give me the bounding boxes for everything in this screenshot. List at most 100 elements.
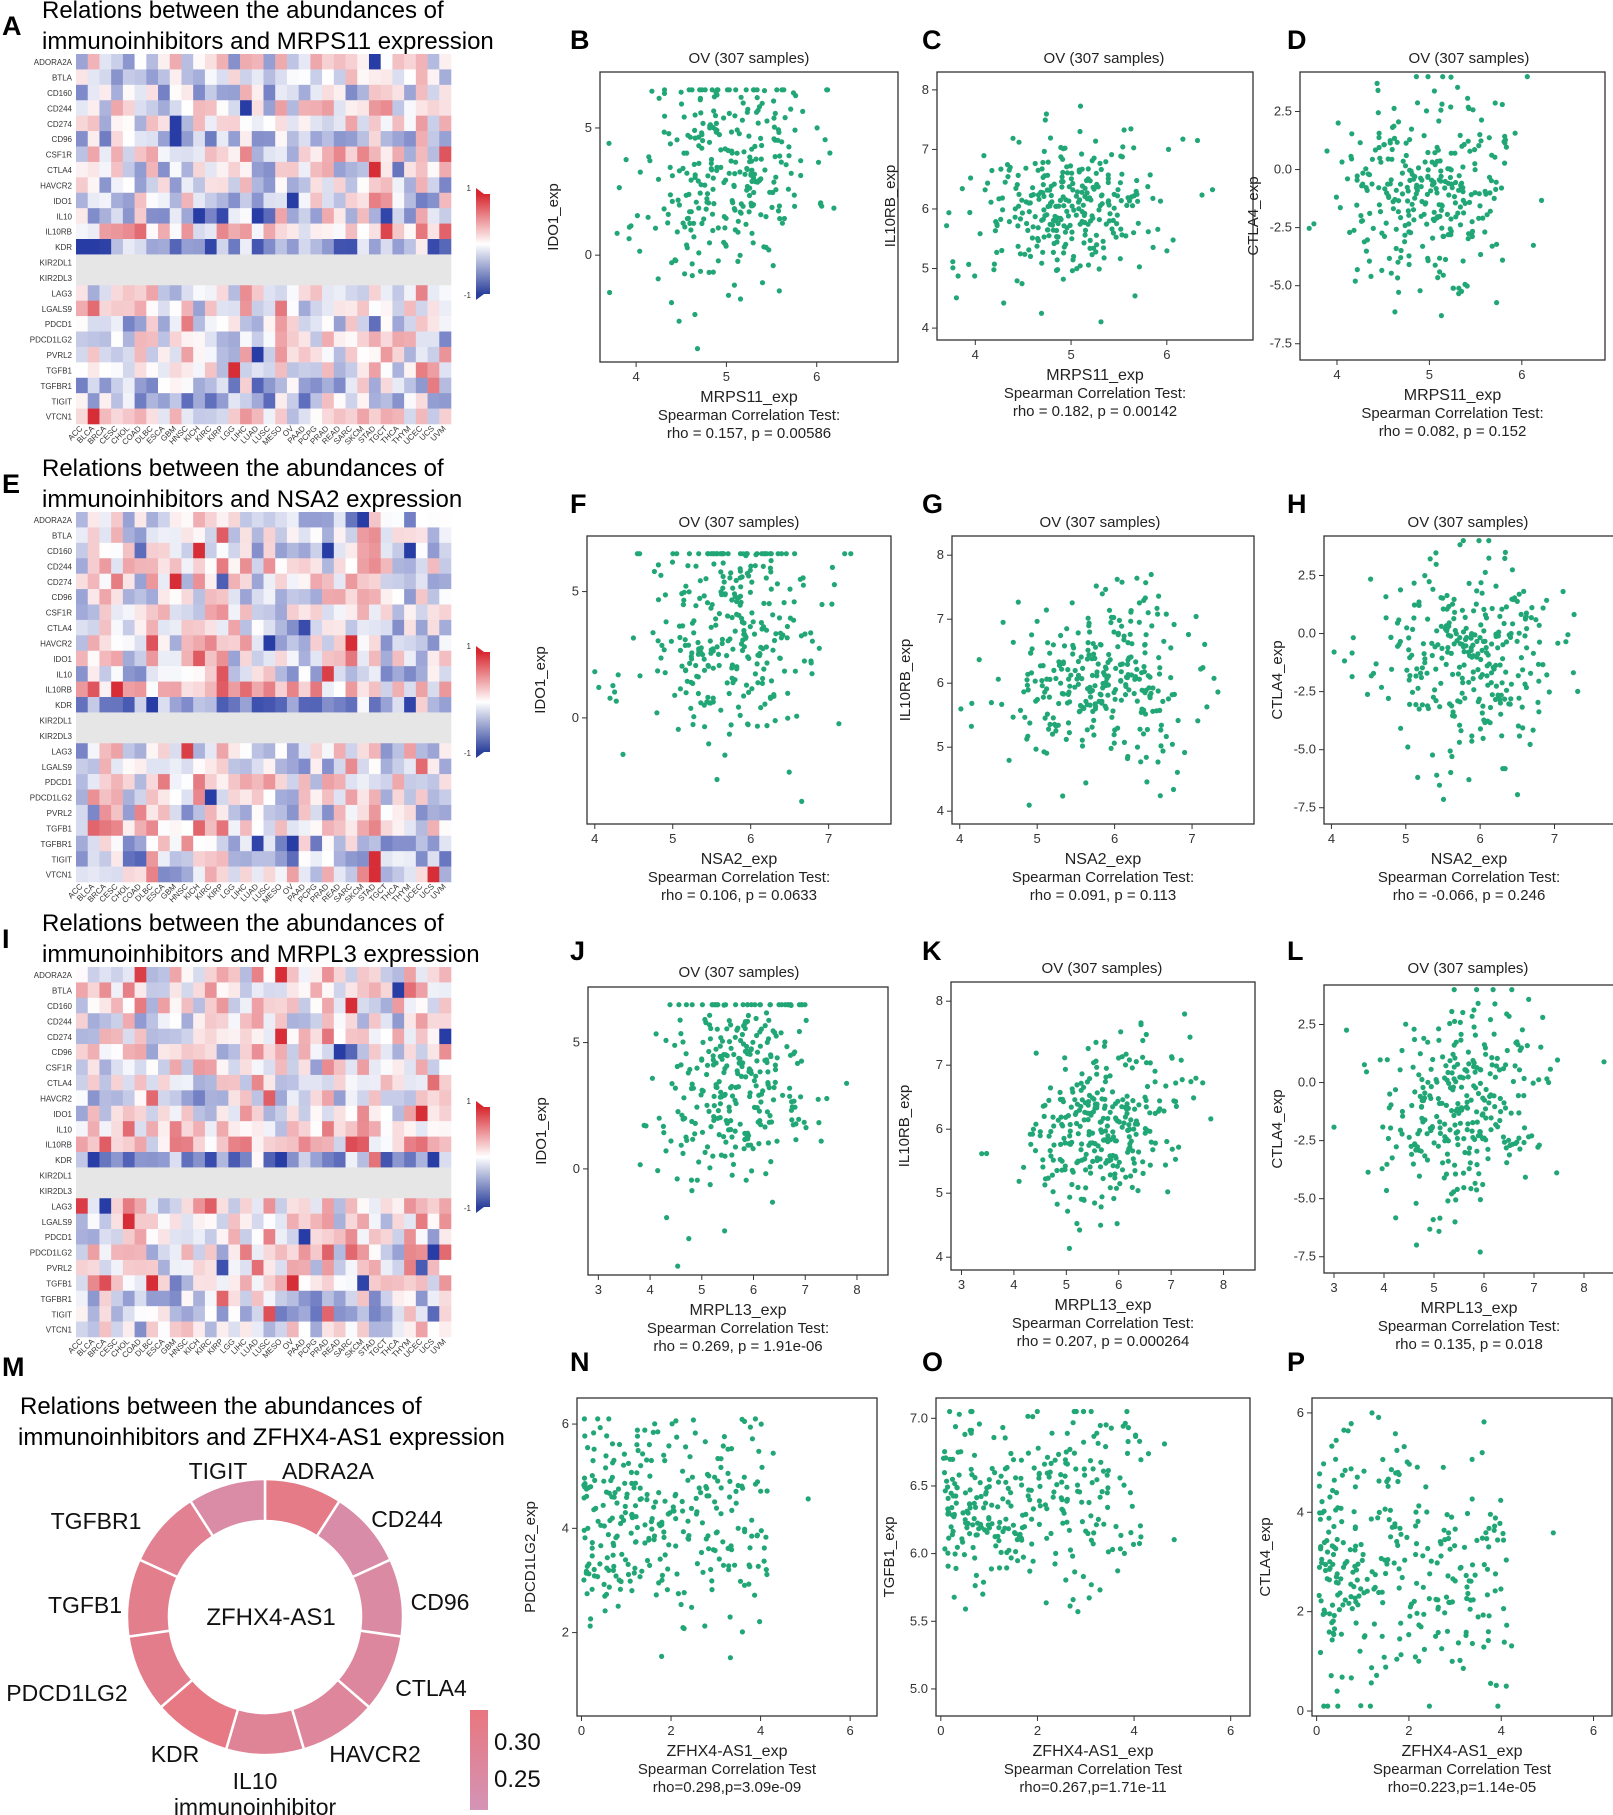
heatmap-cell <box>404 558 417 574</box>
data-point <box>1419 702 1425 708</box>
data-point <box>1016 139 1022 145</box>
heatmap-cell <box>368 758 381 775</box>
heatmap-cell <box>122 239 135 255</box>
data-point <box>728 129 735 135</box>
heatmap-cell <box>427 743 440 759</box>
data-point <box>1482 569 1488 576</box>
data-point <box>1493 179 1499 185</box>
heatmap-cell <box>380 1198 393 1214</box>
y-axis-label: CTLA4_exp <box>1245 176 1262 255</box>
data-point <box>1364 691 1371 698</box>
data-point <box>1042 715 1048 721</box>
data-point <box>750 1039 756 1045</box>
data-point <box>692 174 698 180</box>
data-point <box>1118 198 1124 204</box>
heatmap-cell <box>158 84 171 101</box>
data-point <box>637 1162 643 1168</box>
data-point <box>959 186 965 192</box>
heatmap-cell <box>345 650 358 667</box>
data-point <box>1132 674 1139 680</box>
heatmap-cell <box>380 331 393 348</box>
heatmap-cell <box>204 1306 217 1322</box>
heatmap-cell <box>263 1152 276 1168</box>
data-point <box>785 690 791 696</box>
data-point <box>676 1002 682 1008</box>
data-point <box>1128 126 1134 132</box>
heatmap-cell <box>240 223 253 240</box>
data-point <box>1457 132 1463 138</box>
heatmap-cell <box>380 69 393 86</box>
data-point <box>808 660 814 666</box>
heatmap-cell <box>392 1213 405 1230</box>
data-point <box>999 247 1005 254</box>
data-point <box>700 1039 706 1045</box>
data-point <box>822 137 828 143</box>
data-point <box>1125 753 1131 760</box>
heatmap-cell <box>392 1074 405 1091</box>
heatmap-cell <box>228 851 241 867</box>
x-tick-label: 7 <box>1551 831 1558 846</box>
heatmap-cell <box>345 346 358 363</box>
data-point <box>969 700 975 707</box>
data-point <box>1141 664 1147 670</box>
heatmap-cell <box>181 1121 194 1137</box>
heatmap-cell <box>439 1059 452 1076</box>
data-point <box>634 213 641 219</box>
data-point <box>772 1067 779 1073</box>
heatmap-cell <box>204 1259 217 1276</box>
data-point <box>1030 224 1036 230</box>
heatmap-cell <box>333 697 346 713</box>
heatmap-cell <box>286 527 299 544</box>
data-point <box>1475 667 1481 673</box>
data-point <box>1565 632 1571 638</box>
data-point <box>770 612 776 618</box>
heatmap-cell <box>310 1244 323 1261</box>
heatmap-cell <box>216 1152 229 1168</box>
heatmap-cell <box>427 997 440 1014</box>
data-point <box>1490 664 1496 671</box>
data-point <box>690 721 696 728</box>
heatmap-cell <box>286 1275 299 1292</box>
heatmap-cell <box>263 1259 276 1276</box>
heatmap-cell <box>134 1306 147 1322</box>
data-point <box>661 1130 667 1136</box>
heatmap-cell <box>240 619 253 636</box>
data-point <box>694 1065 700 1071</box>
data-point <box>1143 632 1149 638</box>
data-point <box>1155 611 1161 617</box>
data-point <box>1028 650 1034 656</box>
heatmap-cell <box>333 1244 346 1261</box>
heatmap-cell <box>333 635 346 652</box>
data-point <box>1124 202 1130 208</box>
heatmap-cell <box>380 115 393 132</box>
heatmap-cell <box>310 820 323 837</box>
data-point <box>1465 95 1471 101</box>
heatmap-cell <box>228 131 241 147</box>
heatmap-cell <box>345 866 358 883</box>
data-point <box>1145 229 1151 235</box>
data-point <box>691 234 697 240</box>
x-tick-label: 7 <box>802 1282 809 1297</box>
data-point <box>1393 187 1399 193</box>
data-point <box>1422 201 1428 207</box>
heatmap-cell <box>415 84 428 101</box>
data-point <box>1457 542 1463 548</box>
data-point <box>1381 142 1387 148</box>
data-point <box>711 201 717 207</box>
scatter-panel-D: DOV (307 samples)4 5 6-7.5-5.0-2.50.02.5MR… <box>1245 25 1606 440</box>
data-point <box>1083 698 1089 704</box>
heatmap-cell <box>368 146 381 163</box>
data-point <box>1119 579 1125 585</box>
heatmap-cell <box>169 1090 182 1107</box>
heatmap-cell <box>76 697 89 713</box>
heatmap-cell <box>439 1290 452 1307</box>
colorbar-high-arrow <box>476 646 484 652</box>
data-point <box>1444 606 1450 612</box>
data-point <box>630 635 637 641</box>
data-point <box>1120 1097 1126 1103</box>
heatmap-cell <box>392 997 405 1014</box>
heatmap-cell <box>415 1259 428 1276</box>
data-point <box>781 600 787 606</box>
heatmap-cell <box>380 1229 393 1245</box>
heatmap-cell <box>169 1259 182 1276</box>
